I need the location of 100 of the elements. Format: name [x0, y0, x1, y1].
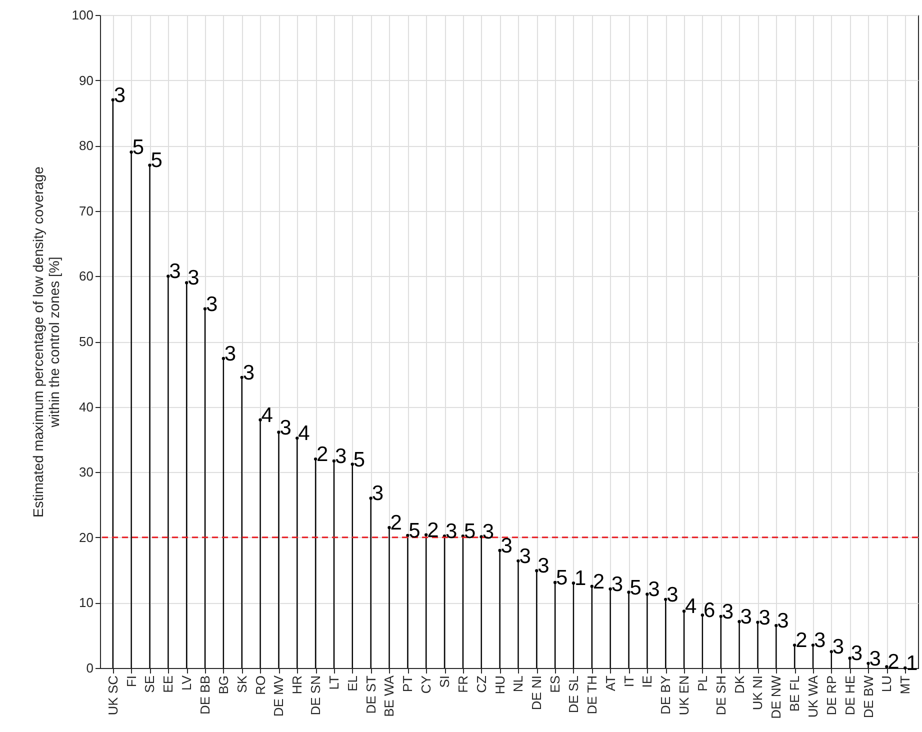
annotation: 2	[888, 650, 900, 674]
point	[130, 150, 133, 154]
x-tick-label: UK WA	[805, 675, 820, 718]
point	[424, 533, 428, 536]
x-tick-label: BG	[216, 676, 231, 694]
annotation: 1	[574, 567, 586, 590]
annotation: 2	[316, 443, 328, 466]
point	[498, 548, 502, 552]
x-tick-label: NL	[510, 676, 526, 692]
annotation: 3	[114, 84, 126, 107]
y-tick-label: 80	[79, 138, 94, 154]
annotation: 6	[703, 599, 716, 622]
x-tick-label: LV	[179, 675, 194, 690]
point	[608, 587, 612, 591]
x-tick-label: SK	[234, 675, 250, 693]
x-tick-label: DE BB	[198, 676, 213, 715]
point	[572, 582, 576, 585]
x-tick-label: DE SH	[713, 676, 728, 716]
annotation: 3	[519, 544, 531, 568]
y-tick-label: 30	[79, 464, 94, 480]
annotation: 2	[592, 570, 605, 594]
point	[350, 462, 354, 466]
point	[664, 598, 668, 602]
x-tick-label: CY	[418, 675, 434, 694]
x-tick-label: DE NW	[768, 674, 784, 719]
point	[516, 559, 520, 562]
annotation: 5	[556, 566, 568, 590]
annotation: 5	[150, 149, 162, 172]
x-tick-label: DE HE	[842, 675, 858, 716]
point	[111, 98, 114, 102]
point	[848, 656, 852, 660]
y-tick-label: 100	[72, 8, 94, 22]
annotation: 5	[353, 448, 366, 472]
x-tick-label: IE	[640, 675, 655, 688]
annotation: 3	[372, 482, 384, 506]
annotation: 3	[169, 260, 181, 284]
y-tick-label: 60	[79, 268, 94, 284]
x-tick-label: CZ	[474, 675, 489, 693]
annotation: 4	[685, 595, 698, 618]
x-tick-label: PT	[400, 675, 416, 692]
x-tick-label: EL	[344, 676, 360, 692]
point	[700, 614, 704, 617]
annotation: 3	[869, 647, 881, 670]
x-tick-label: DE NI	[529, 676, 544, 710]
x-tick-label: EE	[160, 675, 176, 693]
x-tick-label: RO	[252, 676, 268, 695]
y-tick-label: 50	[79, 334, 94, 349]
x-tick-label: BE WA	[382, 675, 397, 717]
point	[240, 376, 244, 379]
point	[738, 620, 741, 624]
y-tick-label: 10	[79, 595, 94, 610]
x-tick-label: UK SC	[105, 676, 120, 716]
x-tick-label: DE BY	[658, 675, 674, 715]
x-tick-label: DE BW	[860, 674, 876, 718]
x-tick-label: DK	[732, 675, 747, 694]
point	[277, 430, 280, 434]
x-tick-label: HU	[492, 676, 508, 694]
x-tick-label: DE SN	[308, 676, 324, 716]
annotation: 3	[722, 600, 734, 624]
y-tick-label: 0	[86, 660, 94, 676]
y-tick-label: 90	[79, 72, 94, 88]
x-tick-label: DE RP	[824, 676, 839, 716]
x-tick-label: BE FL	[787, 676, 802, 712]
y-axis-title: Estimated maximum percentage of low density coverage within the control zones [%]	[30, 166, 62, 518]
point	[756, 620, 760, 624]
annotation: 2	[390, 512, 402, 535]
annotation: 5	[132, 136, 144, 160]
annotation: 3	[740, 606, 752, 629]
annotation: 5	[630, 576, 642, 600]
x-tick-label: AT	[602, 675, 618, 692]
point	[388, 526, 391, 530]
x-tick-label: HR	[290, 676, 305, 694]
x-tick-label: DE ST	[363, 675, 378, 714]
annotation: 2	[796, 629, 808, 652]
annotation: 2	[427, 518, 439, 542]
x-tick-label: SI	[437, 676, 452, 688]
x-tick-label: IT	[621, 675, 636, 688]
point	[719, 614, 722, 618]
annotation: 3	[850, 642, 863, 666]
x-tick-label: UK EN	[676, 676, 692, 716]
point	[830, 650, 833, 654]
annotation: 3	[224, 342, 236, 366]
point	[314, 457, 318, 461]
annotation: 4	[261, 404, 274, 427]
y-tick-label: 40	[79, 399, 94, 414]
point	[774, 624, 778, 628]
annotation: 3	[280, 416, 292, 440]
annotation: 3	[188, 266, 200, 290]
point	[792, 644, 796, 647]
annotation: 3	[500, 534, 512, 558]
x-tick-label: SE	[142, 675, 158, 693]
annotation: 3	[777, 610, 789, 633]
x-tick-label: LU	[879, 676, 894, 692]
annotation: 3	[648, 578, 660, 602]
y-tick-label: 70	[79, 203, 94, 218]
annotation: 3	[242, 361, 255, 384]
x-tick-label: LT	[326, 675, 342, 690]
point	[590, 584, 594, 588]
annotation: 3	[758, 606, 770, 630]
annotation: 3	[206, 292, 218, 316]
